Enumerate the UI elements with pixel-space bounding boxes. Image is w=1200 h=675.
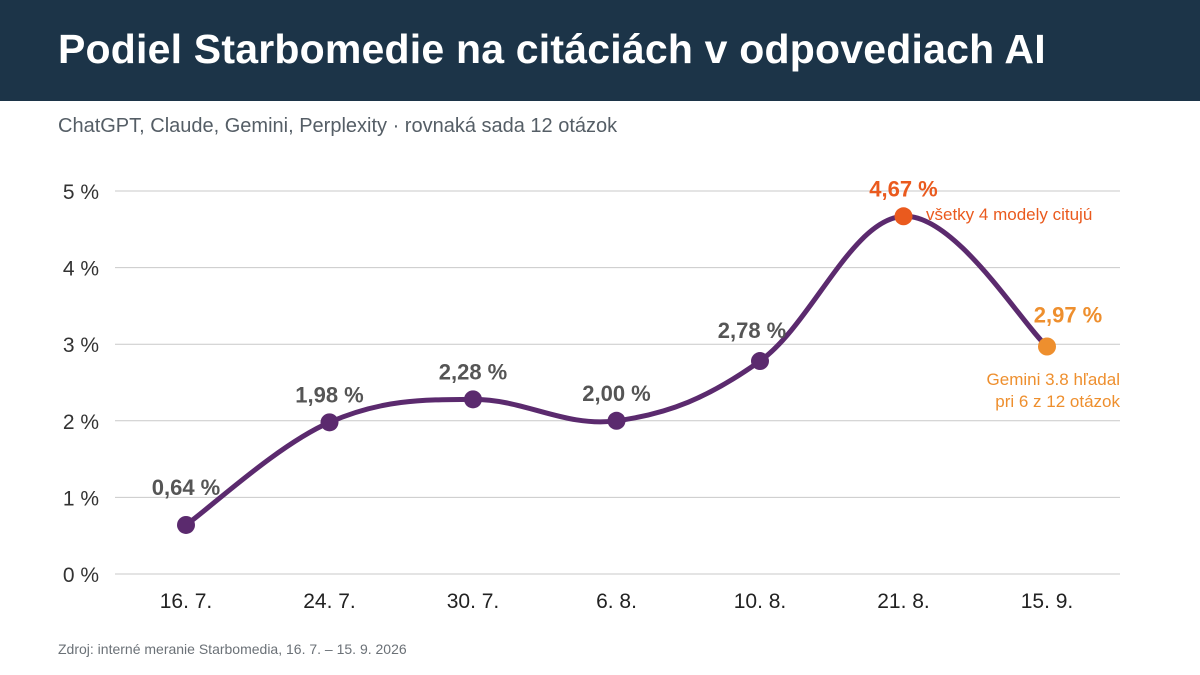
x-tick-label: 24. 7.	[303, 590, 356, 613]
data-point	[607, 411, 626, 430]
x-tick-label: 6. 8.	[596, 590, 637, 613]
data-point	[177, 515, 195, 534]
x-tick-label: 21. 8.	[877, 590, 930, 613]
source-note: Zdroj: interné meranie Starbomedia, 16. …	[58, 641, 407, 657]
x-tick-label: 30. 7.	[447, 590, 500, 613]
data-label: 0,64 %	[152, 475, 221, 500]
data-label: 2,00 %	[582, 381, 651, 406]
x-tick-label: 16. 7.	[160, 590, 213, 613]
x-tick-label: 15. 9.	[1021, 590, 1074, 613]
y-tick-label: 2 %	[63, 411, 99, 434]
data-label: 2,97 %	[1034, 302, 1103, 327]
y-tick-label: 5 %	[63, 181, 99, 204]
data-label: 1,98 %	[295, 382, 364, 407]
data-label: 4,67 %	[869, 176, 938, 201]
annotation-last: Gemini 3.8 hľadal	[987, 370, 1120, 389]
data-label: 2,28 %	[439, 359, 508, 384]
data-point	[1038, 337, 1056, 356]
y-tick-label: 3 %	[63, 334, 99, 357]
annotation-peak: všetky 4 modely citujú	[926, 205, 1092, 224]
data-label: 2,78 %	[718, 318, 787, 343]
data-point	[894, 207, 913, 226]
data-point	[320, 413, 339, 432]
chart-title: Podiel Starbomedie na citáciách v odpove…	[58, 26, 1046, 72]
annotation-last: pri 6 z 12 otázok	[995, 392, 1120, 411]
y-tick-label: 4 %	[63, 258, 99, 281]
y-tick-label: 0 %	[63, 564, 99, 587]
data-point	[464, 390, 482, 409]
y-tick-label: 1 %	[63, 487, 99, 510]
x-tick-label: 10. 8.	[734, 590, 787, 613]
title-bar	[0, 0, 1200, 101]
series-line	[183, 213, 1050, 528]
chart-subtitle: ChatGPT, Claude, Gemini, Perplexity · ro…	[58, 115, 618, 137]
data-point	[751, 352, 769, 371]
